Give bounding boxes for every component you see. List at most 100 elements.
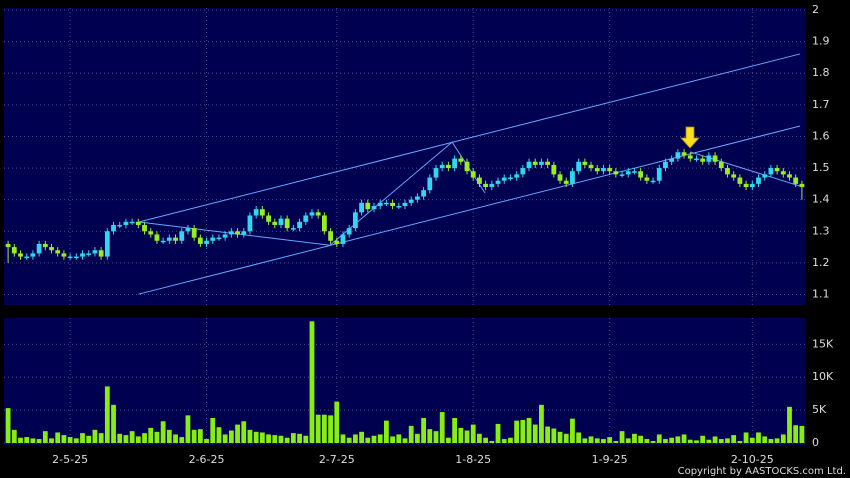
candle-body [371,206,377,210]
volume-bar [594,438,600,443]
candle-body [452,158,458,169]
volume-bar [98,433,104,443]
candle-body [632,171,637,173]
candle-body [694,158,699,161]
y-tick-label: 2 [812,3,819,16]
candle-body [111,224,116,232]
volume-bar [396,434,402,443]
candle-body [390,202,395,206]
volume-bar [483,437,489,443]
candle-body [489,183,495,188]
volume-bar [92,429,98,443]
volume-bar [681,434,687,443]
volume-panel [4,318,806,445]
volume-bar [148,427,154,443]
candle-body [681,152,687,156]
volume-bar [328,415,333,443]
candle-body [576,161,582,172]
volume-bar [526,418,532,443]
volume-bar [30,438,36,443]
candle-body [197,237,203,244]
volume-bar [489,441,495,443]
candle-body [712,155,718,162]
x-tick-label: 1-8-25 [455,453,491,466]
candle-body [501,177,507,181]
candle-body [396,206,402,208]
candle-body [458,158,464,162]
candle-body [545,161,551,165]
volume-bar [216,427,222,443]
volume-bar [706,439,712,443]
candle-body [563,180,569,184]
volume-bar [514,420,520,443]
candle-body [787,174,792,178]
candle-body [514,174,520,178]
volume-bar [743,432,749,443]
volume-bar [799,425,805,443]
volume-bar [290,433,296,443]
volume-bar [197,429,203,443]
candle-body [619,174,625,176]
candle-body [204,240,209,244]
volume-bar [768,439,774,443]
x-tick-label: 2-10-25 [731,453,774,466]
candle-body [173,237,178,241]
candle-body [24,256,30,259]
volume-bar [601,439,606,443]
candle-body [439,164,445,169]
y-tick-label: 1.5 [812,161,830,174]
volume-bar [433,431,439,443]
price-panel [4,8,806,305]
volume-bar [470,424,476,443]
volume-bar [731,435,737,443]
volume-bar [700,435,706,443]
candle-body [297,221,302,229]
volume-bar [557,431,563,443]
volume-bar [55,432,61,443]
candle-body [551,164,557,175]
candle-body [148,231,154,235]
volume-bar [501,439,507,443]
candle-body [402,202,408,206]
volume-bar [607,437,613,443]
candle-body [725,168,730,175]
volume-bar [656,434,662,443]
volume-bar [222,434,228,443]
volume-bar [383,420,389,443]
candle-body [266,215,271,222]
volume-bar [545,426,551,443]
candle-body [718,161,724,169]
x-tick-label: 2-6-25 [189,453,225,466]
candle-body [352,212,358,229]
volume-bar [402,438,408,443]
candle-body [18,253,23,257]
volume-bar [73,438,79,443]
candle-body [539,161,544,165]
candle-body [191,228,197,238]
candle-body [129,221,135,224]
candle-body [142,224,147,232]
candle-body [49,247,54,251]
candle-body [464,161,470,172]
volume-bar [278,435,284,443]
candle-body [67,256,73,259]
candle-body [365,202,371,210]
volume-bar [86,435,92,443]
candle-body [247,215,253,232]
volume-bar [36,439,42,443]
volume-bar [24,437,30,443]
candle-body [644,177,650,181]
volume-bar [61,435,67,443]
candle-body [570,171,575,184]
volume-bar [173,434,178,443]
y-tick-label: 1.4 [812,193,830,206]
candle-body [656,168,662,181]
volume-bar [669,437,675,443]
x-tick-label: 2-5-25 [52,453,88,466]
arrow-annotation [680,126,700,149]
candle-body [582,161,588,165]
candle-body [253,209,259,216]
candle-body [743,183,749,188]
volume-bar [104,386,110,443]
candle-body [55,250,61,254]
